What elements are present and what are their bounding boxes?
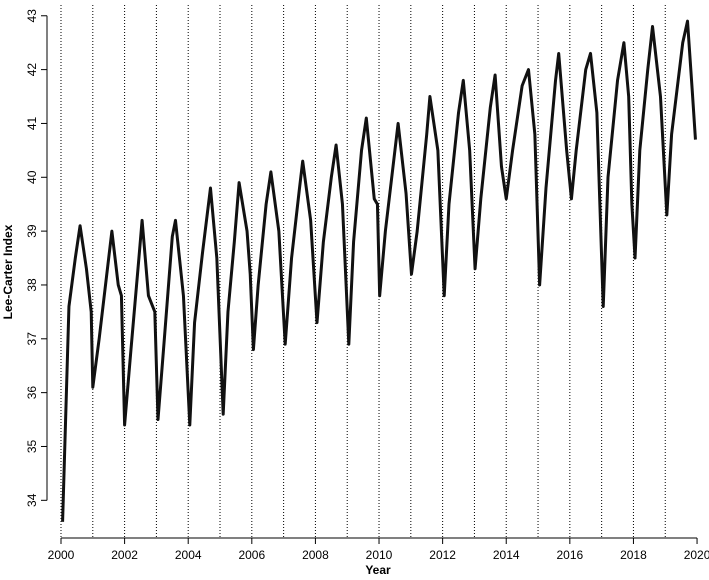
- x-tick-label: 2016: [556, 548, 583, 562]
- x-tick-label: 2004: [175, 548, 202, 562]
- x-tick-label: 2008: [302, 548, 329, 562]
- data-line: [61, 19, 697, 522]
- x-tick-label: 2012: [429, 548, 456, 562]
- y-tick-label: 42: [25, 63, 39, 77]
- x-tick-label: 2010: [366, 548, 393, 562]
- y-axis-label: Lee-Carter Index: [1, 224, 15, 319]
- y-tick-label: 36: [25, 386, 39, 400]
- x-axis-label: Year: [365, 563, 391, 577]
- x-tick-label: 2018: [620, 548, 647, 562]
- x-tick-label: 2000: [48, 548, 75, 562]
- y-tick-label: 40: [25, 170, 39, 184]
- y-tick-label: 37: [25, 332, 39, 346]
- x-tick-label: 2020: [684, 548, 709, 562]
- x-tick-label: 2006: [238, 548, 265, 562]
- y-tick-label: 41: [25, 116, 39, 130]
- y-tick-label: 39: [25, 224, 39, 238]
- x-tick-label: 2014: [493, 548, 520, 562]
- y-tick-label: 35: [25, 439, 39, 453]
- y-tick-label: 38: [25, 278, 39, 292]
- y-tick-label: 34: [25, 493, 39, 507]
- y-tick-label: 43: [25, 9, 39, 23]
- x-tick-label: 2002: [111, 548, 138, 562]
